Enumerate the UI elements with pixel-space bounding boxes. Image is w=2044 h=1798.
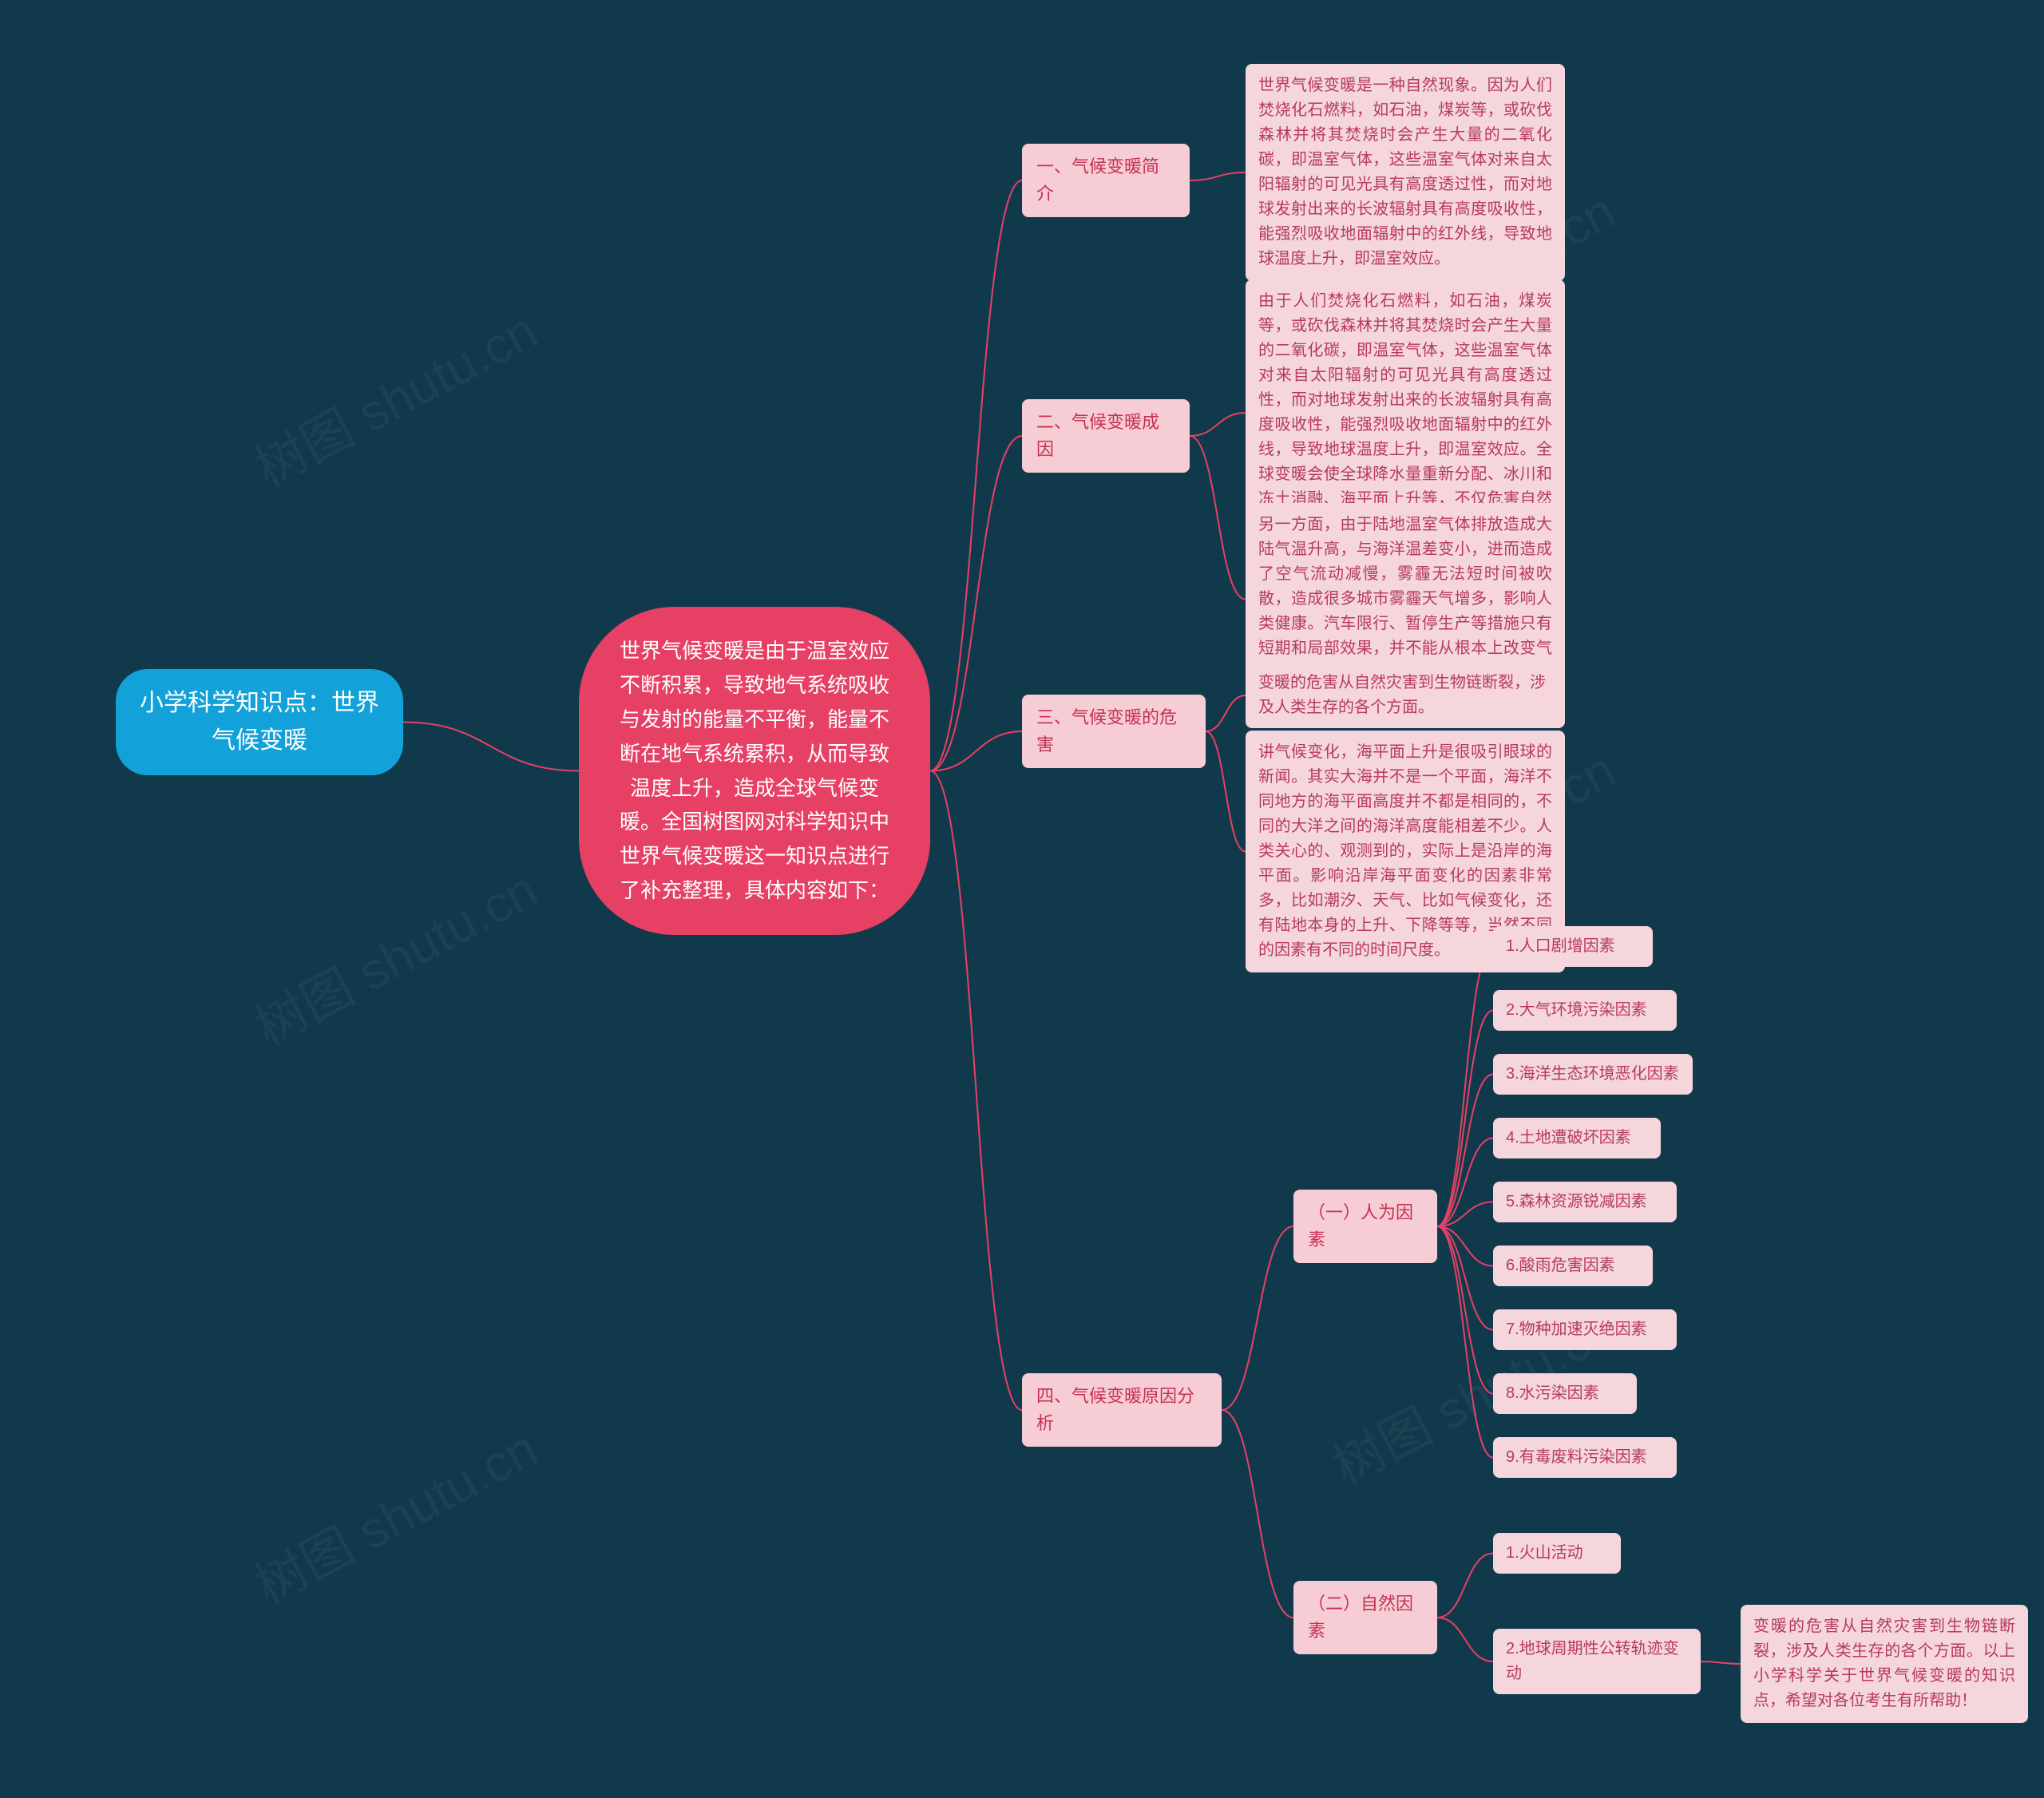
connector — [1437, 1011, 1493, 1227]
leaf-node-12[interactable]: 8.水污染因素 — [1493, 1373, 1637, 1414]
connector — [1190, 413, 1246, 436]
leaf-node-3[interactable]: 变暖的危害从自然灾害到生物链断裂，涉及人类生存的各个方面。 — [1246, 663, 1565, 728]
leaf-node-6-label: 2.大气环境污染因素 — [1506, 998, 1647, 1023]
branch-node-0-label: 一、气候变暖简介 — [1036, 153, 1175, 208]
leaf-node-11[interactable]: 7.物种加速灭绝因素 — [1493, 1309, 1677, 1350]
connector — [1190, 172, 1246, 180]
intro-node[interactable]: 世界气候变暖是由于温室效应不断积累，导致地气系统吸收与发射的能量不平衡，能量不断… — [579, 607, 930, 935]
leaf-node-8-label: 4.土地遭破坏因素 — [1506, 1126, 1631, 1150]
connector — [1437, 1226, 1493, 1458]
intro-node-label: 世界气候变暖是由于温室效应不断积累，导致地气系统吸收与发射的能量不平衡，能量不断… — [614, 634, 895, 908]
leaf-node-2-label: 另一方面，由于陆地温室气体排放造成大陆气温升高，与海洋温差变小，进而造成了空气流… — [1258, 516, 1552, 682]
leaf-node-13[interactable]: 9.有毒废料污染因素 — [1493, 1437, 1677, 1478]
branch-node-1[interactable]: 二、气候变暖成因 — [1022, 399, 1190, 473]
leaf-node-16-label: 变暖的危害从自然灾害到生物链断裂，涉及人类生存的各个方面。以上小学科学关于世界气… — [1753, 1618, 2015, 1709]
connector — [930, 771, 1022, 1411]
branch-node-4-label: （一）人为因素 — [1308, 1199, 1423, 1253]
branch-node-2-label: 三、气候变暖的危害 — [1036, 704, 1191, 758]
connector — [1437, 1226, 1493, 1394]
leaf-node-1-label: 由于人们焚烧化石燃料，如石油，煤炭等，或砍伐森林并将其焚烧时会产生大量的二氧化碳… — [1258, 292, 1552, 533]
connector — [1222, 1410, 1293, 1618]
connector — [1206, 695, 1246, 731]
leaf-node-0[interactable]: 世界气候变暖是一种自然现象。因为人们焚烧化石燃料，如石油，煤炭等，或砍伐森林并将… — [1246, 64, 1565, 281]
leaf-node-10-label: 6.酸雨危害因素 — [1506, 1253, 1615, 1278]
branch-node-3-label: 四、气候变暖原因分析 — [1036, 1383, 1207, 1437]
root-node[interactable]: 小学科学知识点：世界气候变暖 — [116, 669, 403, 775]
connector — [1190, 436, 1246, 600]
branch-node-5-label: （二）自然因素 — [1308, 1590, 1423, 1645]
connector — [930, 436, 1022, 771]
leaf-node-7-label: 3.海洋生态环境恶化因素 — [1506, 1062, 1679, 1087]
leaf-node-14-label: 1.火山活动 — [1506, 1541, 1583, 1566]
branch-node-3[interactable]: 四、气候变暖原因分析 — [1022, 1373, 1222, 1447]
leaf-node-3-label: 变暖的危害从自然灾害到生物链断裂，涉及人类生存的各个方面。 — [1258, 671, 1552, 720]
connector — [1206, 731, 1246, 852]
connector — [930, 180, 1022, 771]
leaf-node-5-label: 1.人口剧增因素 — [1506, 934, 1615, 959]
leaf-node-9[interactable]: 5.森林资源锐减因素 — [1493, 1182, 1677, 1222]
leaf-node-16[interactable]: 变暖的危害从自然灾害到生物链断裂，涉及人类生存的各个方面。以上小学科学关于世界气… — [1741, 1605, 2028, 1723]
connector — [403, 723, 579, 771]
leaf-node-15-label: 2.地球周期性公转轨迹变动 — [1506, 1637, 1688, 1686]
link-layer — [0, 0, 2044, 1798]
leaf-node-10[interactable]: 6.酸雨危害因素 — [1493, 1246, 1653, 1286]
branch-node-5[interactable]: （二）自然因素 — [1293, 1581, 1437, 1654]
leaf-node-0-label: 世界气候变暖是一种自然现象。因为人们焚烧化石燃料，如石油，煤炭等，或砍伐森林并将… — [1258, 77, 1552, 267]
branch-node-4[interactable]: （一）人为因素 — [1293, 1190, 1437, 1263]
root-node-label: 小学科学知识点：世界气候变暖 — [137, 685, 382, 759]
branch-node-2[interactable]: 三、气候变暖的危害 — [1022, 695, 1206, 768]
leaf-node-11-label: 7.物种加速灭绝因素 — [1506, 1317, 1647, 1342]
mindmap-canvas: 树图 shutu.cn树图 shutu.cn树图 shutu.cn树图 shut… — [0, 0, 2044, 1798]
leaf-node-8[interactable]: 4.土地遭破坏因素 — [1493, 1118, 1661, 1158]
leaf-node-7[interactable]: 3.海洋生态环境恶化因素 — [1493, 1054, 1693, 1095]
connector — [1437, 1554, 1493, 1618]
leaf-node-9-label: 5.森林资源锐减因素 — [1506, 1190, 1647, 1214]
connector — [1222, 1226, 1293, 1410]
leaf-node-5[interactable]: 1.人口剧增因素 — [1493, 926, 1653, 967]
leaf-node-12-label: 8.水污染因素 — [1506, 1381, 1599, 1406]
connector — [1701, 1661, 1741, 1664]
branch-node-0[interactable]: 一、气候变暖简介 — [1022, 144, 1190, 217]
connector — [1437, 1618, 1493, 1661]
leaf-node-13-label: 9.有毒废料污染因素 — [1506, 1445, 1647, 1470]
branch-node-1-label: 二、气候变暖成因 — [1036, 409, 1175, 463]
leaf-node-15[interactable]: 2.地球周期性公转轨迹变动 — [1493, 1629, 1701, 1694]
leaf-node-6[interactable]: 2.大气环境污染因素 — [1493, 990, 1677, 1031]
leaf-node-14[interactable]: 1.火山活动 — [1493, 1533, 1621, 1574]
